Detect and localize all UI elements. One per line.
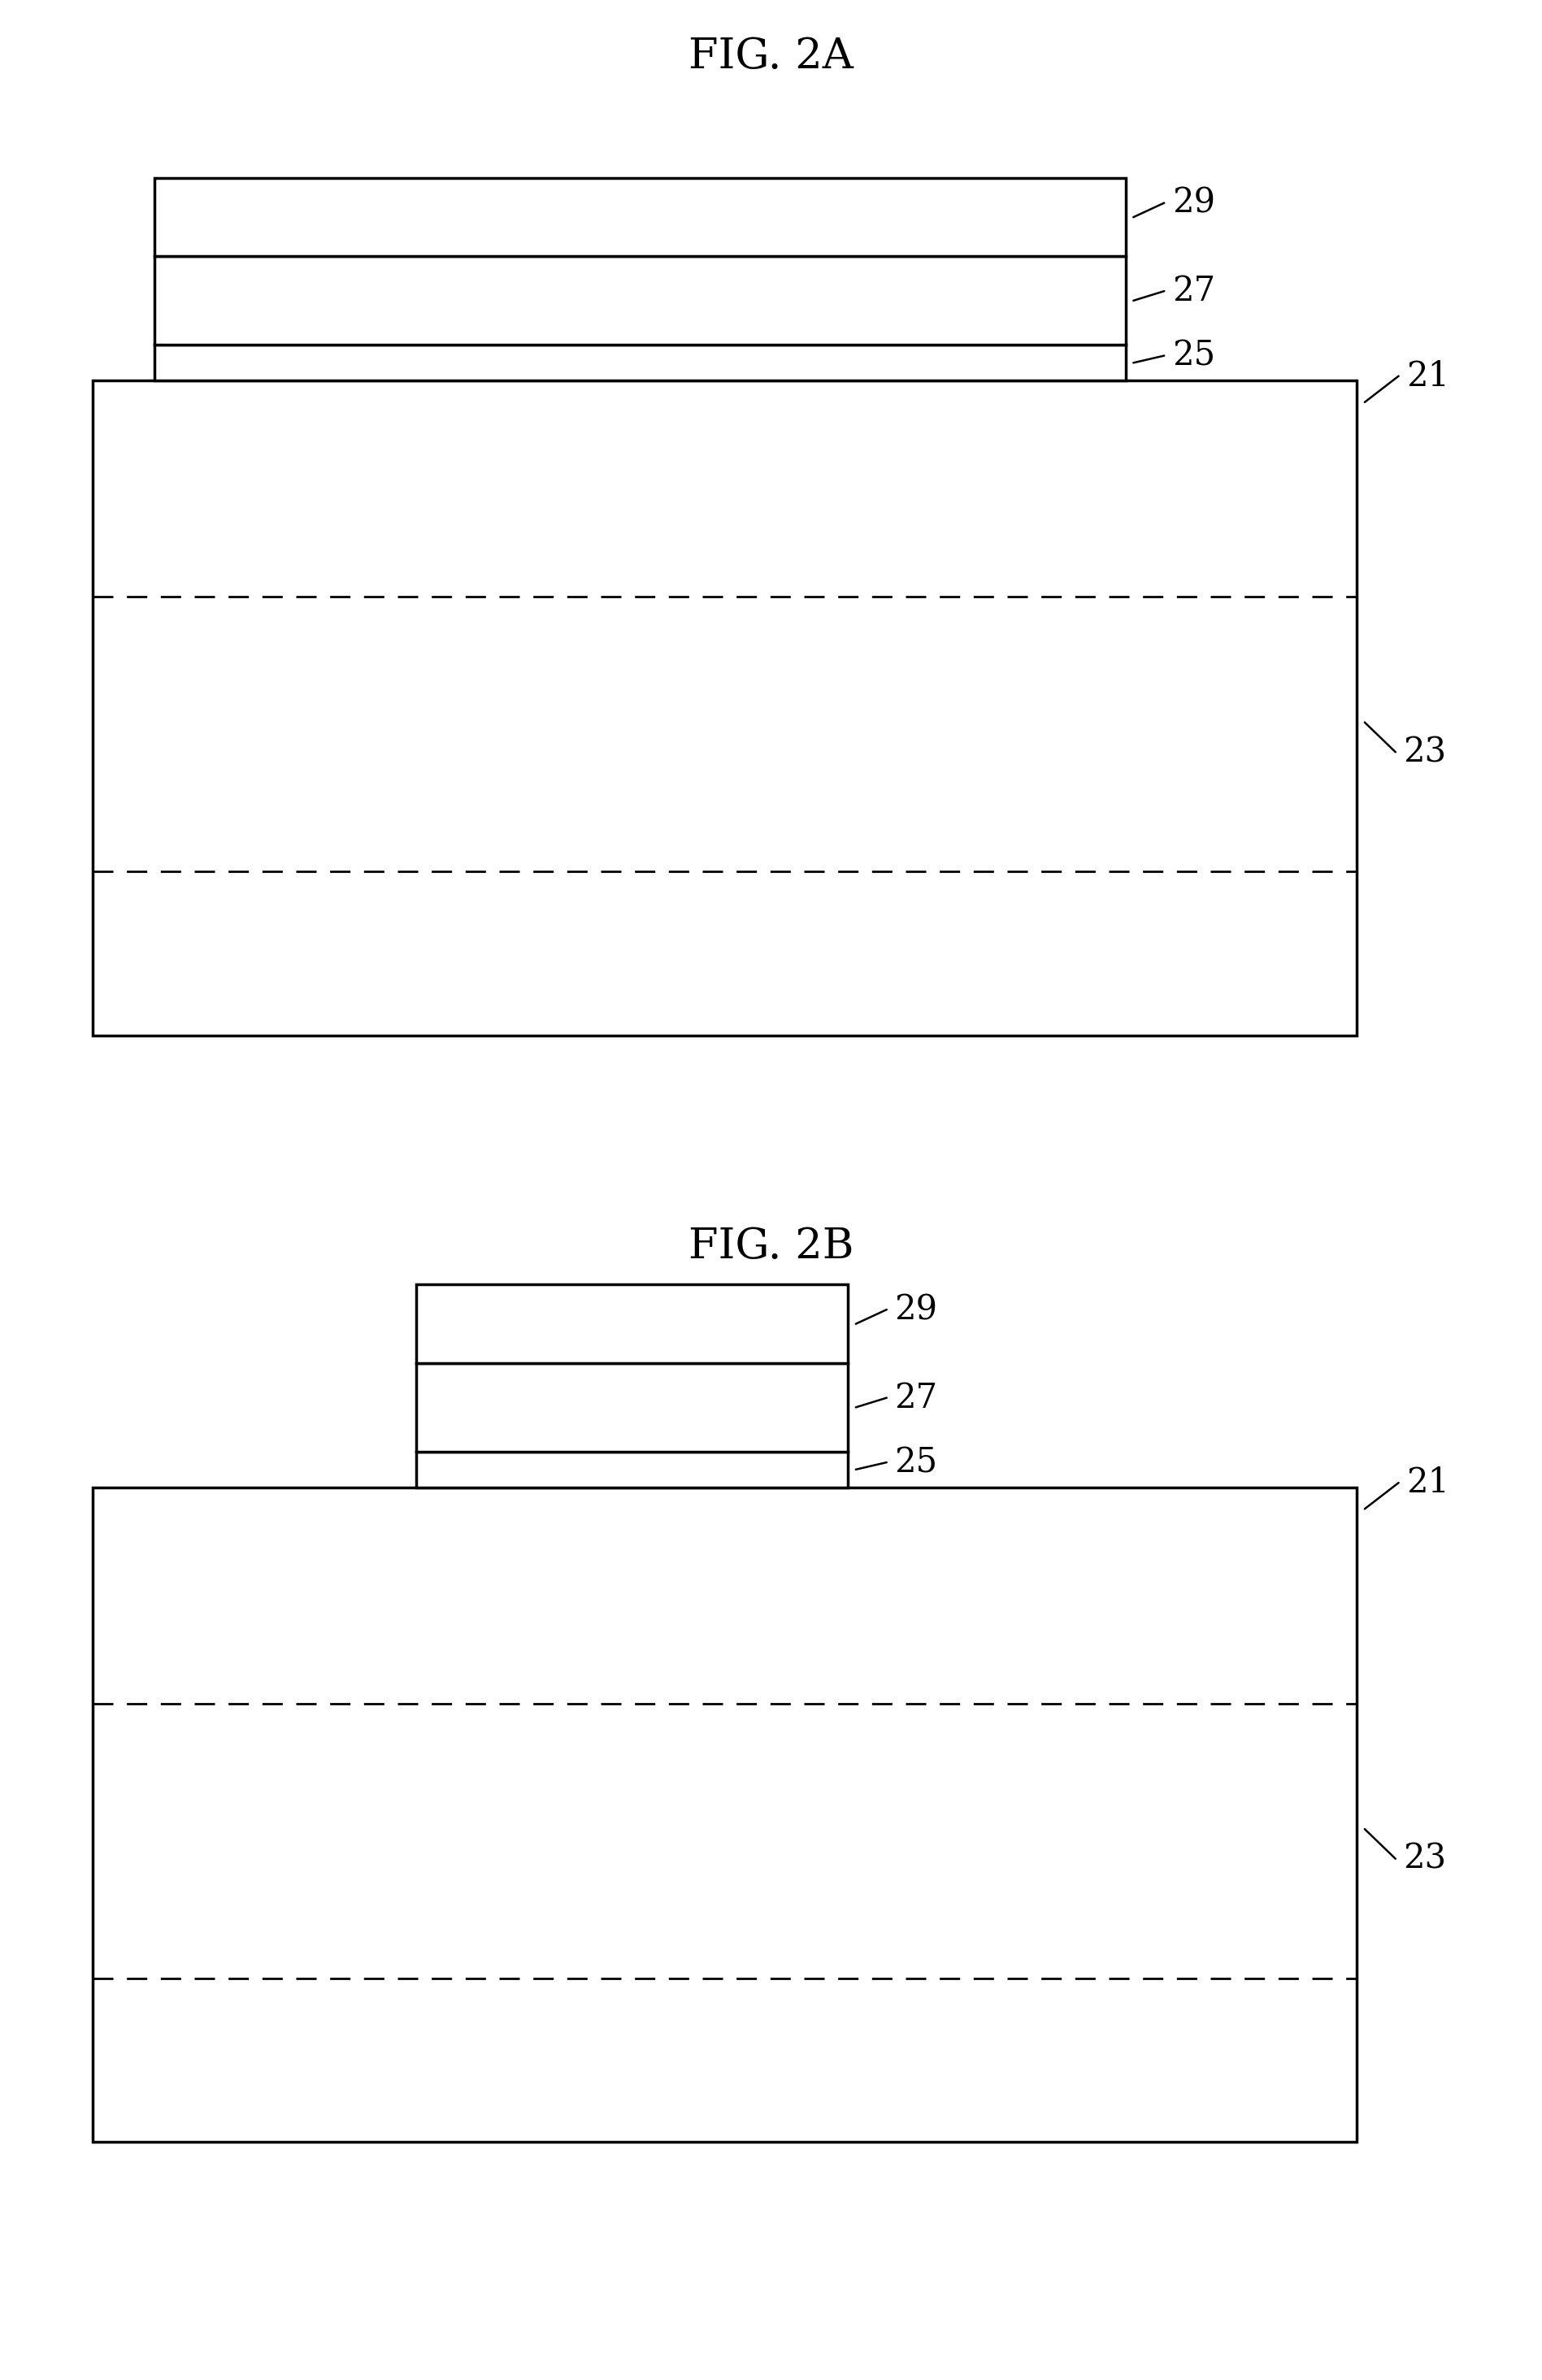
Text: 27: 27 <box>1172 274 1215 307</box>
Text: 21: 21 <box>1406 1466 1449 1499</box>
Bar <box>154 178 1126 257</box>
Bar <box>93 381 1357 1035</box>
Text: 29: 29 <box>1172 186 1215 219</box>
Text: 23: 23 <box>1403 735 1446 769</box>
Bar <box>416 1285 848 1364</box>
Bar <box>416 1364 848 1452</box>
Text: FIG. 2B: FIG. 2B <box>688 1226 854 1266</box>
Text: 27: 27 <box>894 1380 938 1414</box>
Bar <box>154 257 1126 345</box>
Text: FIG. 2A: FIG. 2A <box>689 36 853 76</box>
Text: 21: 21 <box>1406 359 1449 393</box>
Text: 25: 25 <box>1172 338 1215 374</box>
Bar <box>416 1452 848 1488</box>
Text: 29: 29 <box>894 1292 938 1326</box>
Bar <box>154 345 1126 381</box>
Text: 23: 23 <box>1403 1842 1446 1875</box>
Bar <box>93 1488 1357 2142</box>
Text: 25: 25 <box>894 1445 938 1480</box>
